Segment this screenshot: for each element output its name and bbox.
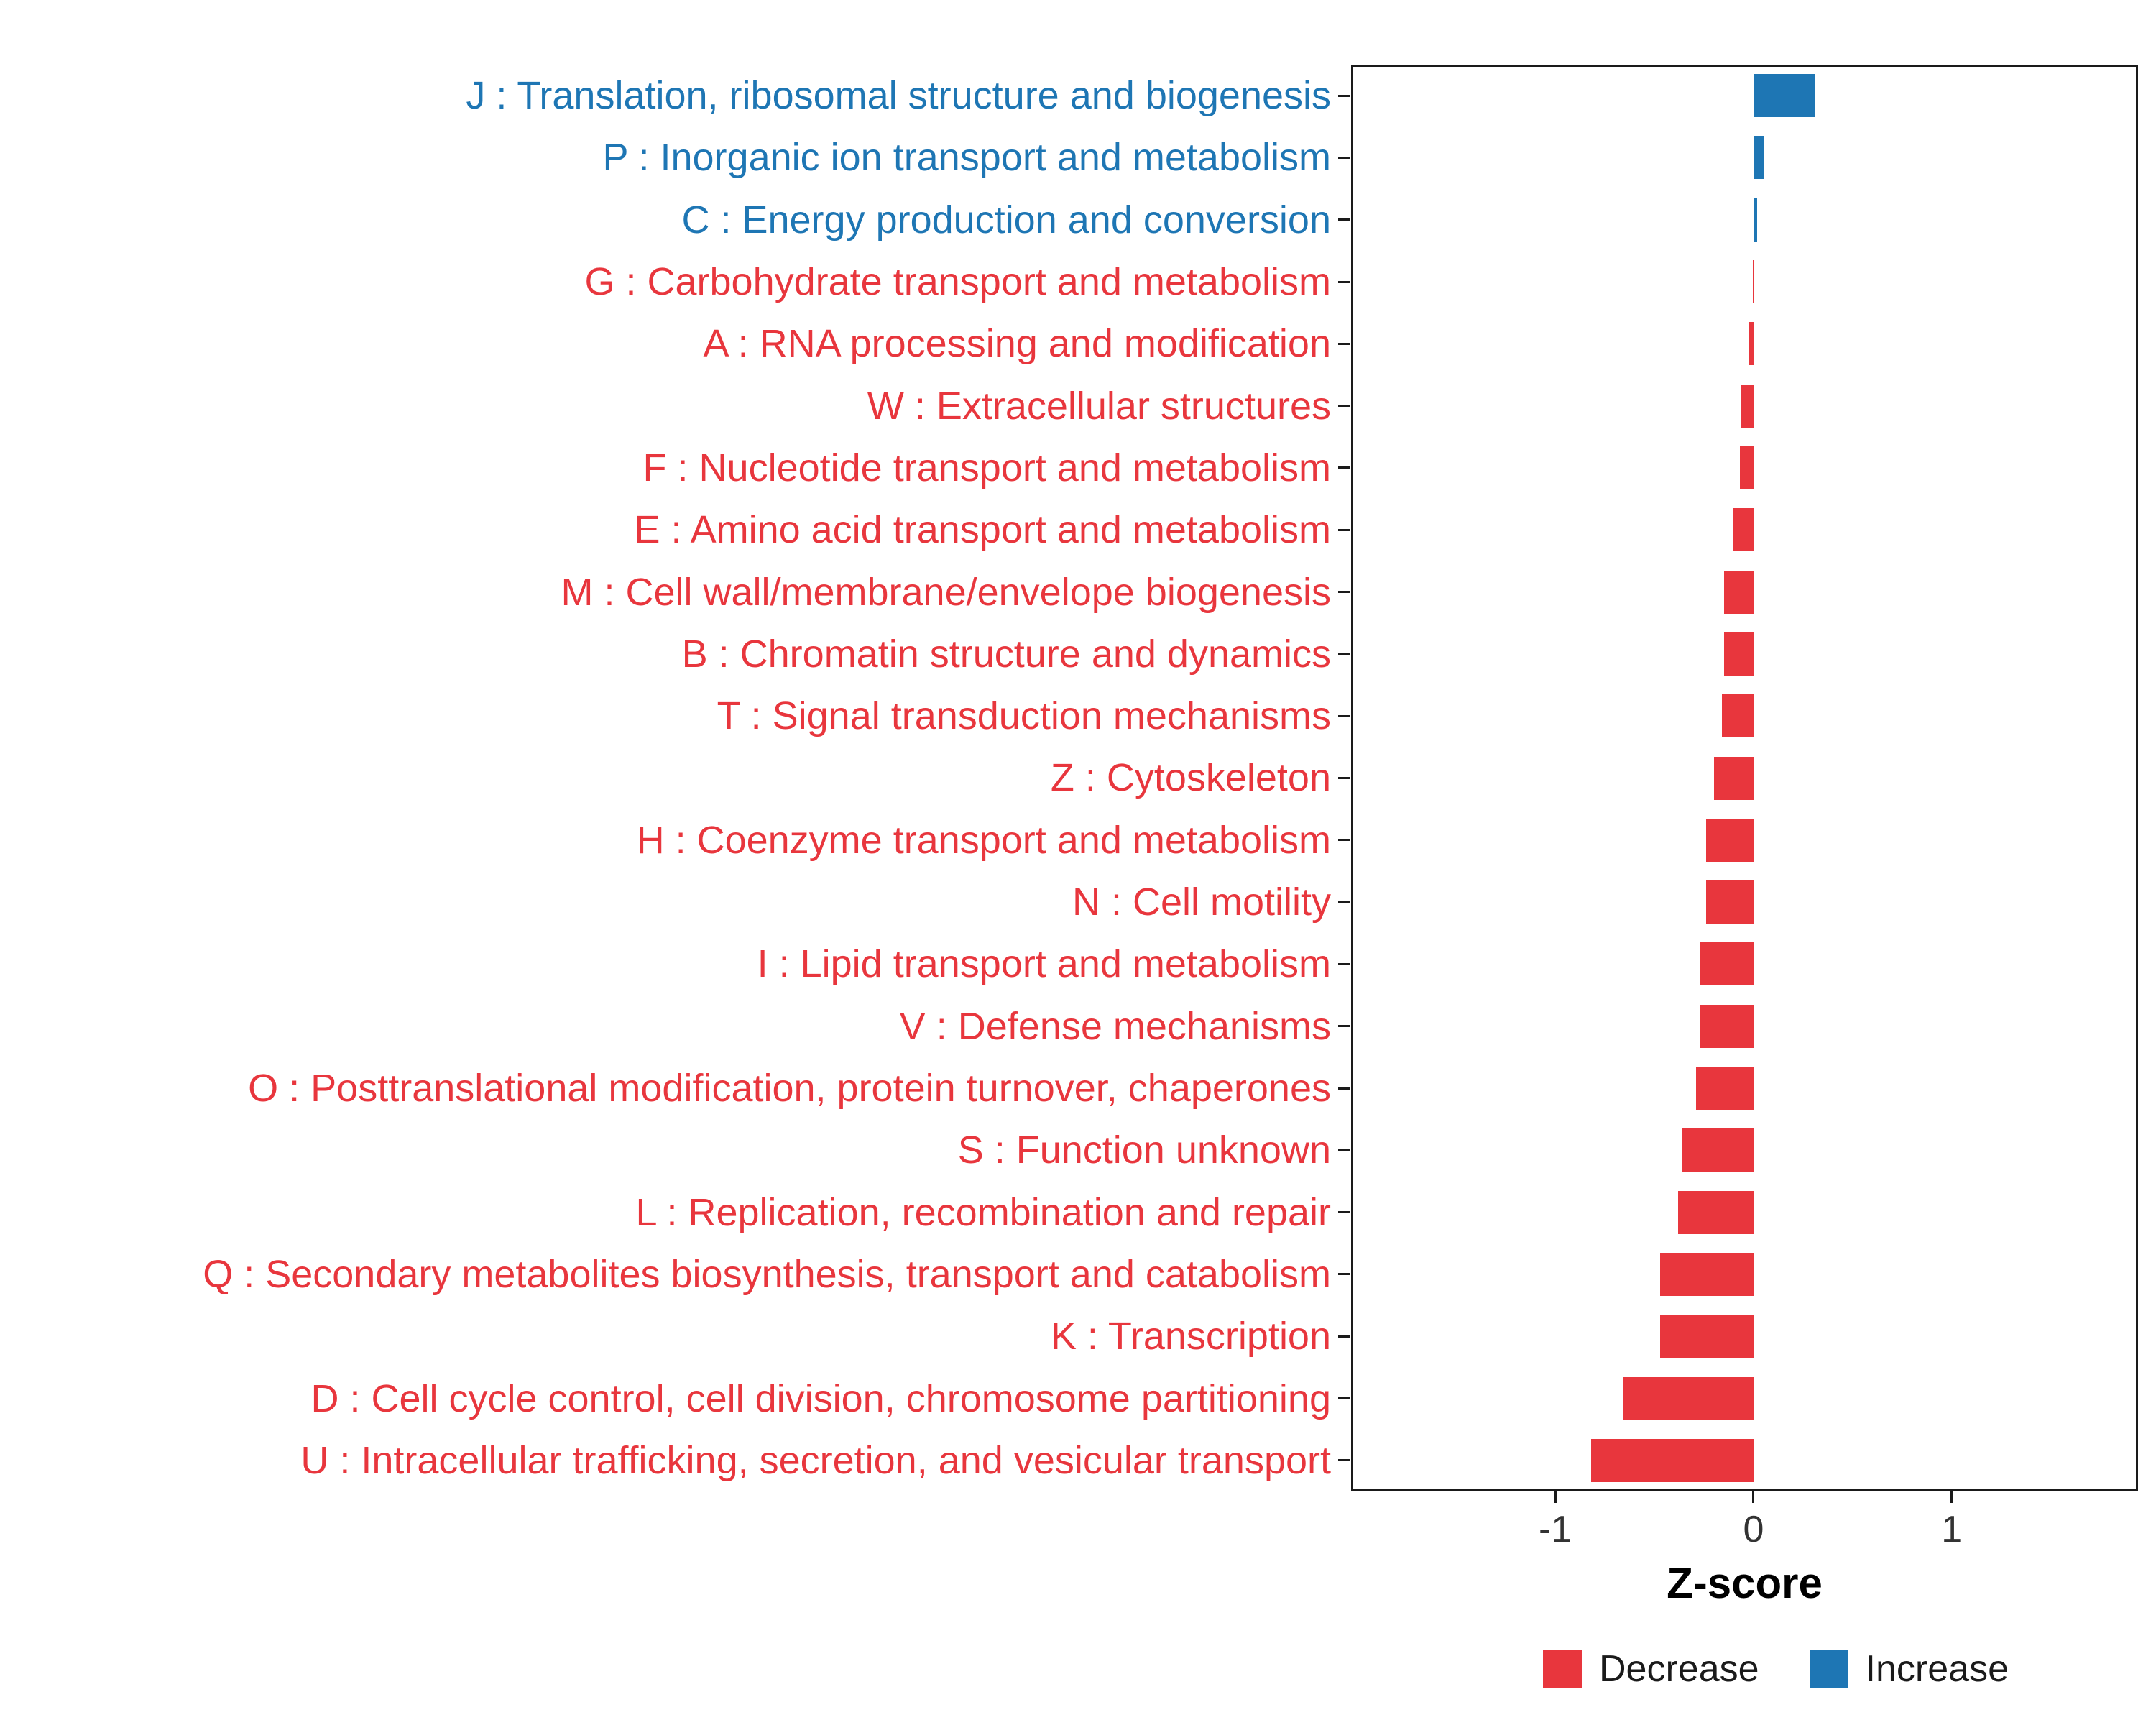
bar [1660, 1252, 1754, 1296]
x-axis-tick-label: 0 [1743, 1509, 1764, 1550]
y-axis-tick [1338, 94, 1350, 97]
x-axis-tick-label: 1 [1941, 1509, 1963, 1550]
category-label: H : Coenzyme transport and metabolism [636, 818, 1331, 862]
bar [1713, 756, 1754, 800]
bar [1705, 880, 1754, 924]
category-label: L : Replication, recombination and repai… [635, 1190, 1331, 1234]
y-axis-tick [1338, 591, 1350, 594]
y-axis-tick [1338, 528, 1350, 531]
y-axis-tick [1338, 280, 1350, 283]
bar [1721, 694, 1754, 738]
category-label: S : Function unknown [957, 1128, 1331, 1172]
legend-item-decrease: Decrease [1542, 1647, 1759, 1690]
y-axis-tick [1338, 1087, 1350, 1090]
category-label: U : Intracellular trafficking, secretion… [300, 1438, 1331, 1482]
bar [1733, 508, 1754, 552]
legend-label-increase: Increase [1865, 1648, 2009, 1690]
bar [1723, 632, 1754, 676]
category-label: P : Inorganic ion transport and metaboli… [602, 136, 1331, 180]
y-axis-tick [1338, 1025, 1350, 1028]
y-axis-tick [1338, 156, 1350, 159]
y-axis-tick [1338, 1397, 1350, 1400]
legend-label-decrease: Decrease [1598, 1648, 1759, 1690]
y-axis-tick [1338, 777, 1350, 779]
category-label: Q : Secondary metabolites biosynthesis, … [203, 1252, 1331, 1296]
y-axis-tick [1338, 714, 1350, 717]
category-label: V : Defense mechanisms [899, 1004, 1331, 1048]
y-axis-tick [1338, 1149, 1350, 1151]
x-axis-tick [1752, 1491, 1755, 1503]
category-label: F : Nucleotide transport and metabolism [642, 446, 1331, 489]
bar [1752, 260, 1754, 304]
category-label: I : Lipid transport and metabolism [757, 942, 1331, 986]
bar [1622, 1376, 1754, 1420]
y-axis-tick [1338, 1273, 1350, 1276]
category-label: O : Posttranslational modification, prot… [248, 1067, 1331, 1110]
category-label: Z : Cytoskeleton [1050, 756, 1331, 800]
legend-key-increase-swatch [1809, 1650, 1848, 1688]
category-label: G : Carbohydrate transport and metabolis… [584, 260, 1332, 304]
y-axis-tick [1338, 1211, 1350, 1214]
bar [1682, 1128, 1754, 1172]
legend-key-decrease-swatch [1542, 1650, 1582, 1688]
bar [1741, 384, 1754, 428]
y-axis-tick [1338, 901, 1350, 903]
y-axis-tick [1338, 218, 1350, 221]
bar [1660, 1315, 1754, 1358]
y-axis-tick [1338, 405, 1350, 408]
category-label: B : Chromatin structure and dynamics [681, 632, 1331, 676]
category-label: W : Extracellular structures [867, 384, 1331, 428]
y-axis-tick [1338, 1459, 1350, 1462]
y-axis-tick [1338, 1335, 1350, 1338]
legend: Decrease Increase [1542, 1647, 2009, 1690]
x-axis-title: Z-score [1667, 1559, 1823, 1607]
category-label: M : Cell wall/membrane/envelope biogenes… [561, 570, 1331, 614]
bar [1739, 446, 1754, 489]
x-axis-tick [1554, 1491, 1557, 1503]
x-axis-tick [1950, 1491, 1953, 1503]
category-label: C : Energy production and conversion [681, 198, 1331, 242]
y-axis-tick [1338, 466, 1350, 469]
legend-item-increase: Increase [1809, 1647, 2009, 1690]
bar [1705, 818, 1754, 862]
x-axis-tick-label: -1 [1538, 1509, 1572, 1550]
bar [1723, 570, 1754, 614]
category-label: J : Translation, ribosomal structure and… [466, 74, 1331, 118]
bar [1590, 1438, 1754, 1482]
category-label: N : Cell motility [1072, 880, 1331, 924]
bar [1753, 74, 1815, 118]
bar [1749, 322, 1754, 366]
bar [1753, 198, 1758, 242]
category-label: K : Transcription [1050, 1315, 1331, 1358]
y-axis-tick [1338, 962, 1350, 965]
y-axis-tick [1338, 839, 1350, 842]
category-label: E : Amino acid transport and metabolism [634, 508, 1331, 552]
bar [1753, 136, 1764, 180]
category-label: D : Cell cycle control, cell division, c… [310, 1376, 1331, 1420]
category-label: A : RNA processing and modification [703, 322, 1331, 366]
bar [1695, 1067, 1754, 1110]
bar [1700, 1004, 1754, 1048]
y-axis-tick [1338, 653, 1350, 656]
category-label: T : Signal transduction mechanisms [717, 694, 1331, 738]
bar [1700, 942, 1754, 986]
bar [1678, 1190, 1754, 1234]
y-axis-tick [1338, 342, 1350, 345]
